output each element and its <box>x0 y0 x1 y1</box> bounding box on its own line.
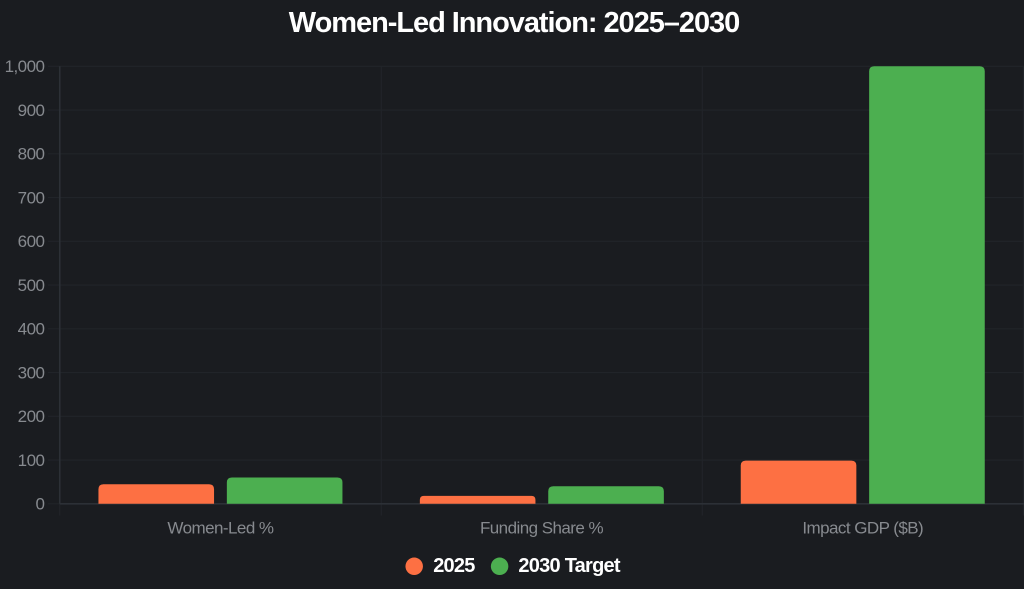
svg-text:300: 300 <box>18 363 45 382</box>
svg-text:2025: 2025 <box>433 555 475 577</box>
svg-text:Women-Led Innovation: 2025–203: Women-Led Innovation: 2025–2030 <box>289 7 739 39</box>
svg-text:Funding Share %: Funding Share % <box>480 519 604 538</box>
svg-text:700: 700 <box>18 188 45 207</box>
svg-text:600: 600 <box>18 232 45 251</box>
svg-text:Impact GDP ($B): Impact GDP ($B) <box>802 519 923 538</box>
svg-text:0: 0 <box>35 495 44 514</box>
svg-text:1,000: 1,000 <box>5 57 45 76</box>
svg-text:200: 200 <box>18 407 45 426</box>
svg-text:900: 900 <box>18 101 45 120</box>
svg-text:800: 800 <box>18 145 45 164</box>
svg-text:Women-Led %: Women-Led % <box>167 519 274 538</box>
svg-text:500: 500 <box>18 276 45 295</box>
svg-text:400: 400 <box>18 320 45 339</box>
svg-text:2030 Target: 2030 Target <box>518 555 621 577</box>
svg-text:100: 100 <box>18 451 45 470</box>
